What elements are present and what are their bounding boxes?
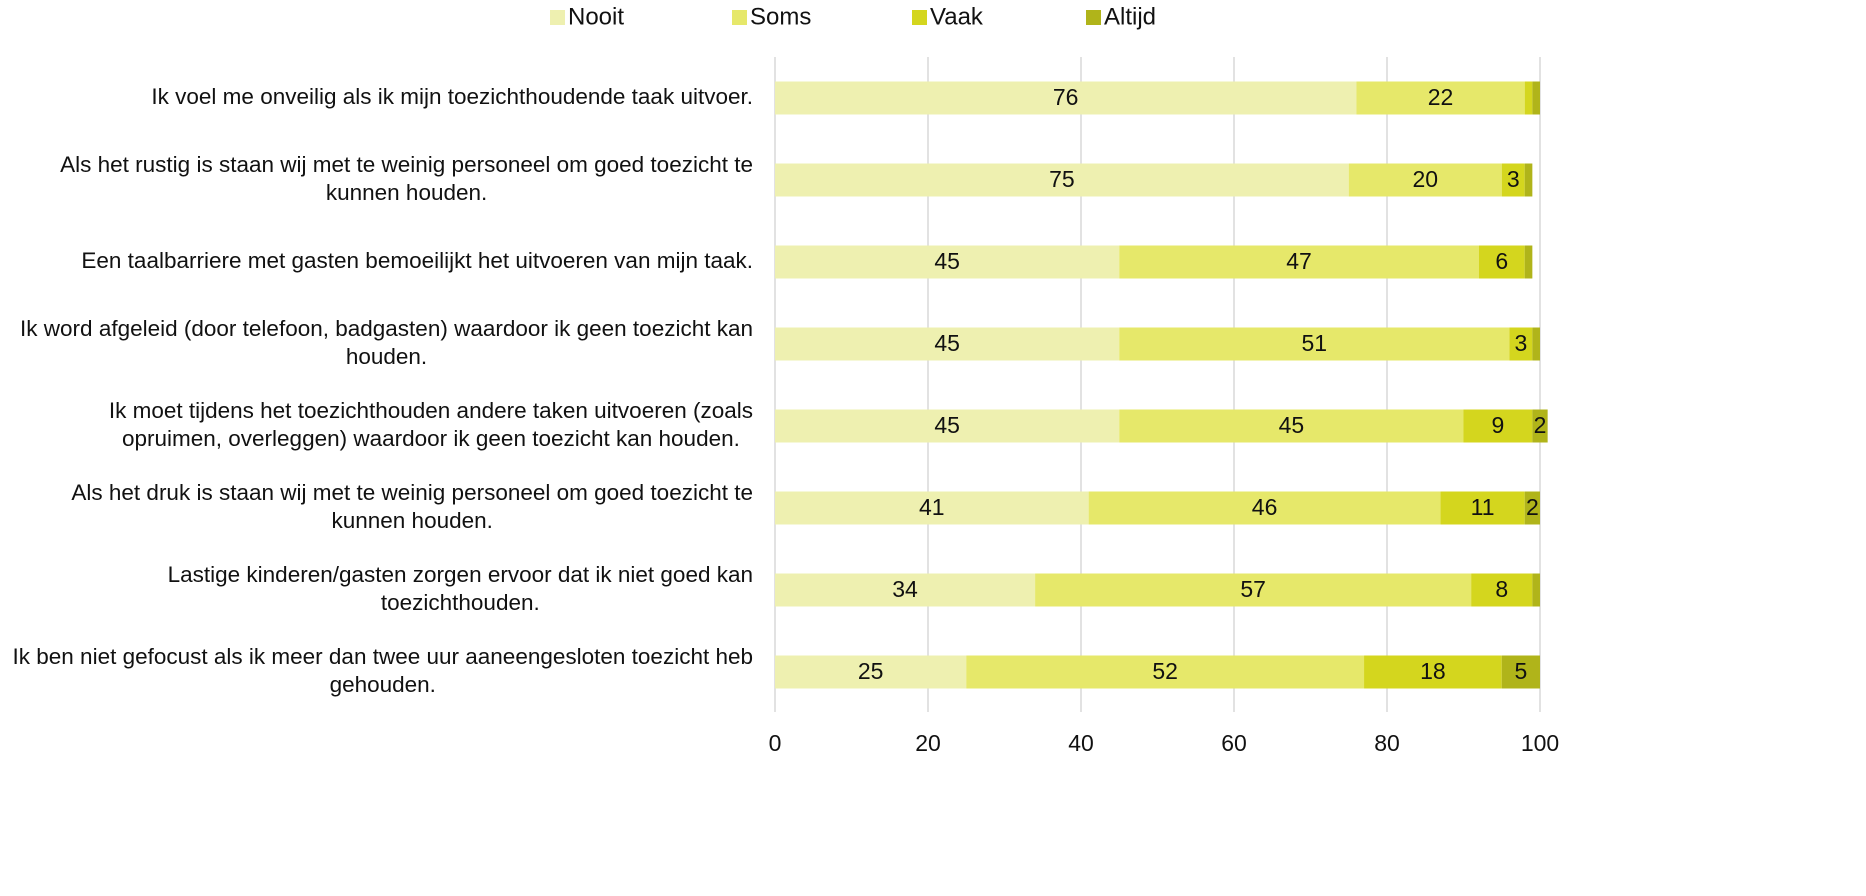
data-label: 2: [1534, 412, 1547, 438]
category-line: Als het druk is staan wij met te weinig …: [71, 480, 753, 505]
x-tick-label: 60: [1221, 730, 1247, 756]
legend-label: Vaak: [930, 3, 984, 30]
data-label: 6: [1495, 248, 1508, 274]
legend-swatch: [912, 10, 927, 25]
data-label: 2: [1526, 494, 1539, 520]
category-label: Als het druk is staan wij met te weinig …: [71, 480, 753, 533]
bar-segment: [1524, 245, 1533, 279]
bar-segment: [1532, 81, 1540, 115]
data-label: 52: [1152, 658, 1178, 684]
category-line: Een taalbarriere met gasten bemoeilijkt …: [81, 248, 753, 273]
legend-swatch: [1086, 10, 1101, 25]
data-label: 51: [1302, 330, 1328, 356]
legend-swatch: [732, 10, 747, 25]
bar-segment: [1524, 81, 1533, 115]
bar-segment: [1532, 409, 1548, 443]
bar-segment: [775, 245, 1120, 279]
bar-segment: [1524, 163, 1533, 197]
bar-segment: [1348, 163, 1502, 197]
category-label: Ik word afgeleid (door telefoon, badgast…: [20, 316, 753, 369]
legend-swatch: [550, 10, 565, 25]
bar-segment: [1501, 163, 1525, 197]
category-label: Ik moet tijdens het toezichthouden ander…: [109, 398, 753, 451]
bar-segment: [1532, 327, 1540, 361]
data-label: 45: [934, 330, 960, 356]
bar-segment: [1119, 409, 1464, 443]
data-label: 8: [1495, 576, 1508, 602]
bar-segment: [1119, 245, 1479, 279]
category-line: houden.: [346, 344, 427, 369]
category-line: Ik moet tijdens het toezichthouden ander…: [109, 398, 753, 423]
category-line: Ik word afgeleid (door telefoon, badgast…: [20, 316, 753, 341]
category-line: Lastige kinderen/gasten zorgen ervoor da…: [168, 562, 753, 587]
bar-segment: [1524, 491, 1540, 525]
category-label: Ik ben niet gefocust als ik meer dan twe…: [13, 644, 753, 697]
x-tick-label: 0: [769, 730, 782, 756]
category-line: Ik ben niet gefocust als ik meer dan twe…: [13, 644, 753, 669]
bar-segment: [1478, 245, 1525, 279]
bar-segment: [1532, 573, 1540, 607]
bar-segment: [1440, 491, 1525, 525]
data-label: 3: [1507, 166, 1520, 192]
data-label: 25: [858, 658, 884, 684]
category-line: toezichthouden.: [381, 590, 540, 615]
legend-label: Nooit: [568, 3, 624, 30]
category-label: Ik voel me onveilig als ik mijn toezicht…: [151, 84, 753, 109]
data-label: 47: [1286, 248, 1312, 274]
bar-segment: [775, 327, 1120, 361]
data-label: 46: [1252, 494, 1278, 520]
category-line: Als het rustig is staan wij met te weini…: [60, 152, 753, 177]
bar-segment: [775, 409, 1120, 443]
bar-segment: [775, 81, 1357, 115]
data-label: 76: [1053, 84, 1079, 110]
data-label: 9: [1492, 412, 1505, 438]
data-label: 41: [919, 494, 945, 520]
x-tick-label: 40: [1068, 730, 1094, 756]
data-label: 5: [1514, 658, 1527, 684]
bar-segment: [1471, 573, 1533, 607]
bar-segment: [1356, 81, 1525, 115]
legend-label: Altijd: [1104, 3, 1156, 30]
category-line: opruimen, overleggen) waardoor ik geen t…: [122, 426, 740, 451]
bar-segment: [1088, 491, 1441, 525]
bar-segment: [1035, 573, 1472, 607]
data-label: 45: [1279, 412, 1305, 438]
category-line: Ik voel me onveilig als ik mijn toezicht…: [151, 84, 753, 109]
bar-segment: [1501, 655, 1540, 689]
data-label: 75: [1049, 166, 1075, 192]
bar-segment: [775, 655, 967, 689]
bar-segment: [1509, 327, 1533, 361]
x-tick-label: 100: [1521, 730, 1559, 756]
data-label: 11: [1471, 494, 1495, 520]
data-label: 20: [1412, 166, 1438, 192]
category-line: kunnen houden.: [326, 180, 487, 205]
data-label: 34: [892, 576, 918, 602]
bar-segment: [775, 573, 1036, 607]
data-label: 45: [934, 248, 960, 274]
bar-segment: [775, 491, 1089, 525]
bar-segment: [1463, 409, 1533, 443]
bar-segment: [775, 163, 1349, 197]
category-label: Als het rustig is staan wij met te weini…: [60, 152, 753, 205]
x-tick-label: 80: [1374, 730, 1400, 756]
data-label: 57: [1240, 576, 1266, 602]
category-label: Lastige kinderen/gasten zorgen ervoor da…: [168, 562, 753, 615]
x-tick-label: 20: [915, 730, 941, 756]
data-label: 18: [1420, 658, 1446, 684]
data-label: 3: [1514, 330, 1527, 356]
data-label: 45: [934, 412, 960, 438]
data-label: 22: [1428, 84, 1454, 110]
bar-segment: [1364, 655, 1502, 689]
bar-segment: [1119, 327, 1510, 361]
bar-segment: [966, 655, 1365, 689]
category-line: kunnen houden.: [331, 508, 492, 533]
legend-label: Soms: [750, 3, 811, 30]
category-label: Een taalbarriere met gasten bemoeilijkt …: [81, 248, 753, 273]
category-line: gehouden.: [330, 672, 436, 697]
